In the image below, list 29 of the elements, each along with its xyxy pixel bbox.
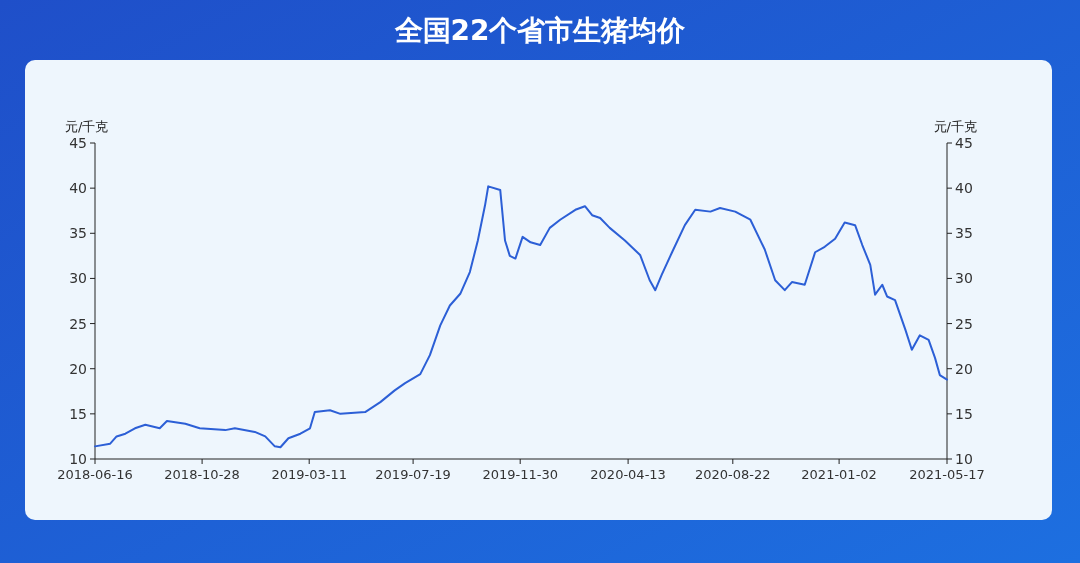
y2-tick-label: 25: [955, 315, 973, 332]
y-axis-title: 元/千克: [65, 119, 109, 134]
y-tick-label: 45: [69, 135, 87, 151]
y-tick-label: 35: [69, 225, 87, 242]
chart-title: 全国22个省市生猪均价: [393, 14, 687, 47]
y2-tick-label: 30: [955, 270, 973, 287]
x-tick-label: 2018-10-28: [164, 467, 240, 482]
y2-tick-label: 10: [955, 451, 973, 467]
x-tick-label: 2019-03-11: [271, 467, 347, 482]
x-tick-label: 2019-11-30: [482, 467, 558, 482]
y-tick-label: 30: [69, 270, 87, 287]
y2-tick-label: 15: [955, 405, 973, 422]
x-tick-label: 2019-07-19: [375, 467, 451, 482]
y-tick-label: 10: [69, 451, 87, 467]
x-tick-label: 2018-06-16: [57, 467, 133, 482]
line-series: [94, 185, 948, 449]
x-tick-label: 2020-08-22: [695, 467, 771, 482]
y-tick-label: 25: [69, 315, 87, 332]
y2-tick-label: 20: [955, 360, 973, 377]
x-tick-label: 2020-04-13: [590, 467, 666, 482]
y-tick-label: 20: [69, 360, 87, 377]
y-tick-label: 40: [69, 180, 87, 197]
y-tick-label: 15: [69, 405, 87, 422]
y2-tick-label: 35: [955, 225, 973, 242]
x-tick-label: 2021-01-02: [801, 467, 877, 482]
y2-tick-label: 45: [955, 135, 973, 151]
x-tick-label: 2021-05-17: [909, 467, 985, 482]
y2-tick-label: 40: [955, 180, 973, 197]
y2-axis-title: 元/千克: [933, 119, 977, 134]
